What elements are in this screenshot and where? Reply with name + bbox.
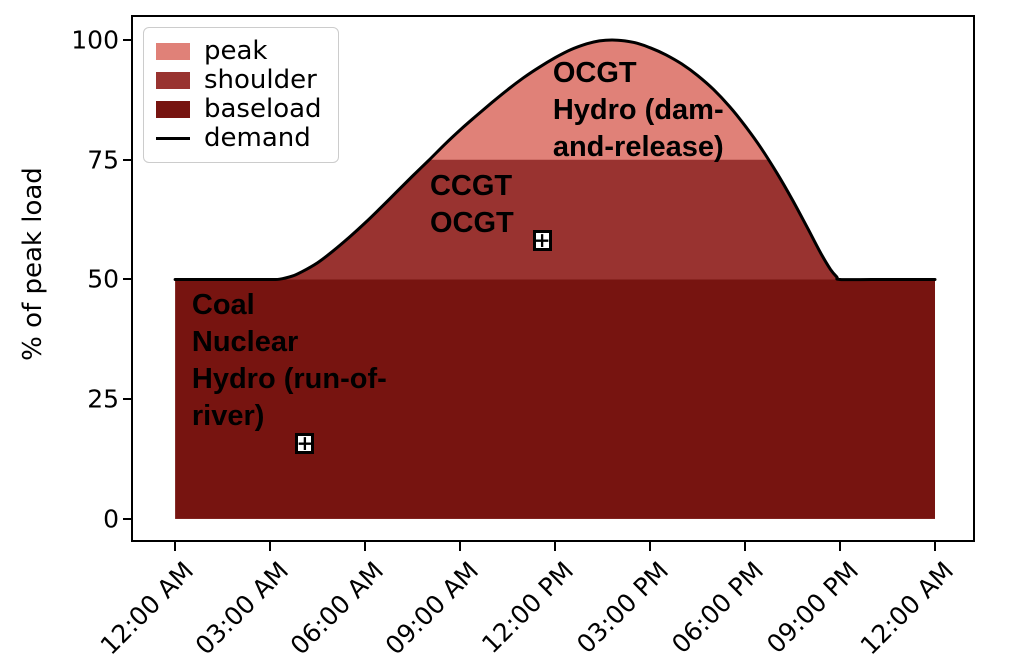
legend: peak shoulder baseload demand xyxy=(143,27,339,163)
x-tick-label: 12:00 AM xyxy=(855,556,960,661)
legend-label: baseload xyxy=(204,94,322,124)
y-tick-label: 0 xyxy=(103,504,119,534)
y-tick-mark xyxy=(123,398,131,401)
legend-item-baseload: baseload xyxy=(156,95,322,124)
legend-item-peak: peak xyxy=(156,37,322,66)
plot-area xyxy=(173,38,937,519)
baseload-swatch-icon xyxy=(156,101,190,118)
peak-swatch-icon xyxy=(156,43,190,60)
x-tick-mark xyxy=(839,542,842,551)
shoulder-area xyxy=(175,40,936,280)
y-tick-label: 75 xyxy=(87,145,119,175)
y-tick-label: 25 xyxy=(87,384,119,414)
baseload-technologies-label: Coal Nuclear Hydro (run-of- river) xyxy=(191,289,387,433)
x-tick-label: 03:00 AM xyxy=(190,556,295,661)
legend-label: shoulder xyxy=(204,65,317,95)
legend-label: demand xyxy=(204,123,311,153)
x-tick-mark xyxy=(269,542,272,551)
shoulder-swatch-icon xyxy=(156,72,190,89)
x-tick-mark xyxy=(554,542,557,551)
legend-label: peak xyxy=(204,36,268,66)
y-axis-title: % of peak load xyxy=(18,167,48,361)
shoulder-handle[interactable]: + xyxy=(532,228,552,253)
baseload-handle[interactable]: + xyxy=(295,431,315,455)
x-tick-mark xyxy=(364,542,367,551)
demand-line xyxy=(173,38,937,282)
demand-line-icon xyxy=(156,137,190,140)
x-tick-label: 12:00 PM xyxy=(476,556,580,659)
baseload-area xyxy=(175,279,936,519)
legend-item-demand: demand xyxy=(156,124,322,153)
x-tick-label: 12:00 AM xyxy=(95,556,200,661)
x-tick-mark xyxy=(174,542,177,551)
y-tick-mark xyxy=(123,158,131,161)
y-tick-mark xyxy=(123,278,131,281)
peak-technologies-label: OCGT Hydro (dam- and-release) xyxy=(552,56,724,163)
x-tick-label: 09:00 PM xyxy=(761,556,865,659)
peak-area xyxy=(429,40,769,160)
y-tick-label: 50 xyxy=(87,264,119,294)
x-tick-label: 09:00 AM xyxy=(380,556,485,661)
y-tick-mark xyxy=(123,517,131,520)
x-tick-label: 06:00 PM xyxy=(666,556,770,659)
x-tick-mark xyxy=(649,542,652,551)
shoulder-technologies-label: CCGT OCGT xyxy=(429,169,514,239)
x-tick-label: 03:00 PM xyxy=(571,556,675,659)
y-tick-label: 100 xyxy=(71,25,119,55)
legend-item-shoulder: shoulder xyxy=(156,66,322,95)
y-tick-mark xyxy=(123,38,131,41)
x-tick-mark xyxy=(744,542,747,551)
x-tick-label: 06:00 AM xyxy=(285,556,390,661)
x-tick-mark xyxy=(459,542,462,551)
x-tick-mark xyxy=(934,542,936,551)
